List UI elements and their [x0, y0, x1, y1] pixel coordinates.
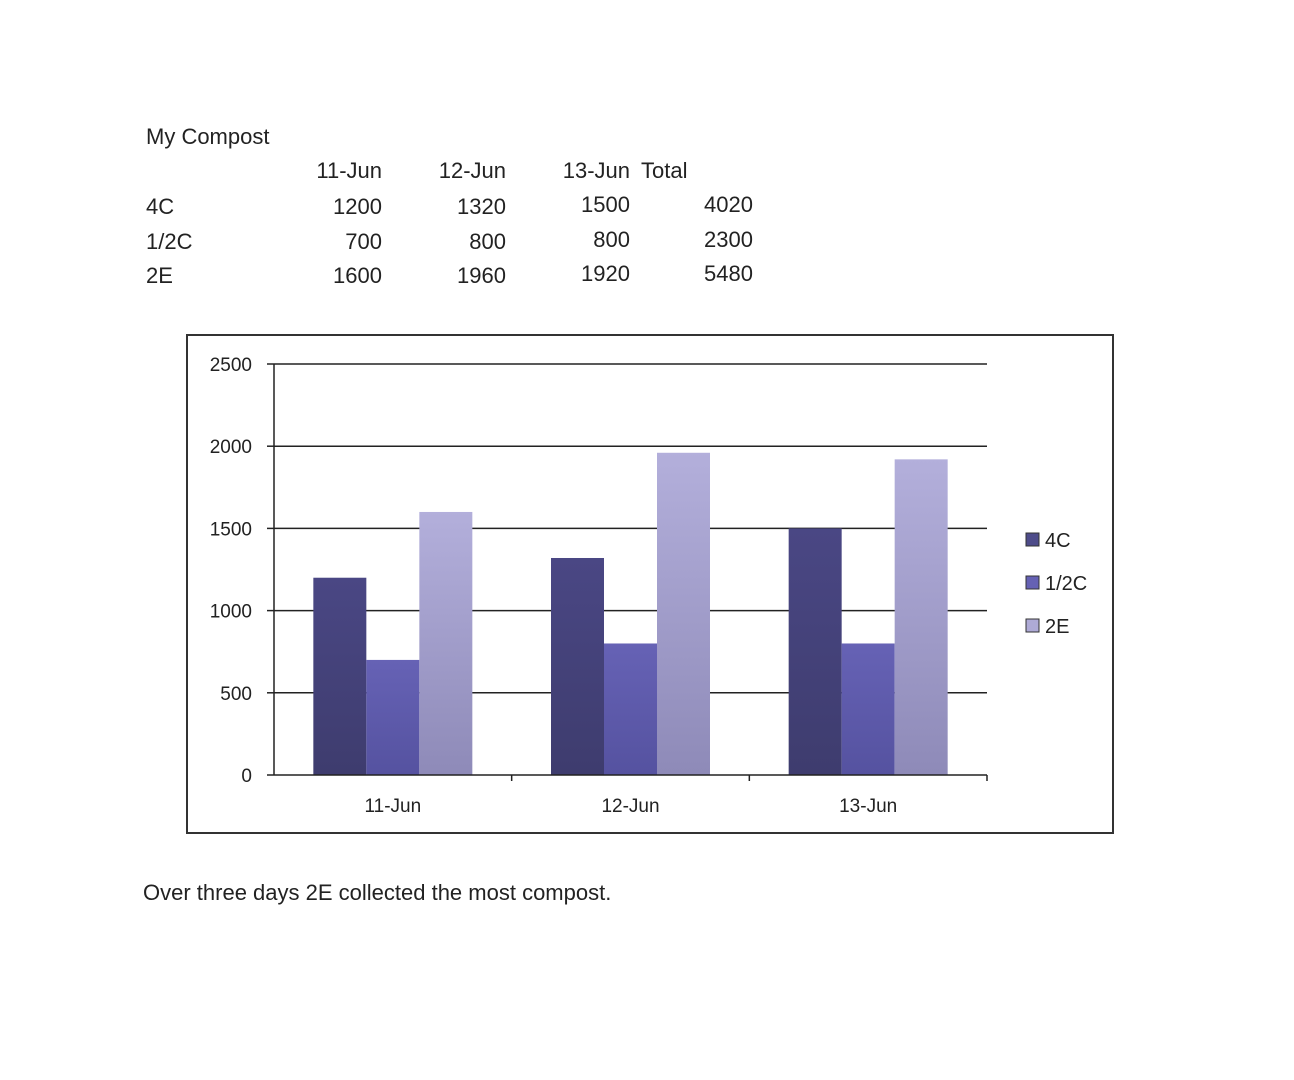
table-cell: 800: [593, 227, 630, 252]
table-row-label-2e: 2E: [146, 263, 173, 288]
y-tick-label: 500: [220, 684, 252, 705]
table-cell: 1920: [581, 261, 630, 286]
y-tick-label: 1500: [210, 519, 252, 540]
bar-1-2c-12-jun: [604, 643, 657, 775]
chart-caption: Over three days 2E collected the most co…: [143, 880, 612, 905]
legend-swatch-2e: [1025, 618, 1040, 633]
bar-4c-11-jun: [313, 577, 367, 775]
x-tick-label: 11-Jun: [364, 796, 421, 817]
table-row-label-4c: 4C: [146, 194, 175, 219]
bar-4c-13-jun: [788, 528, 842, 775]
legend-label-2e: 2E: [1045, 616, 1069, 638]
bar-4c-12-jun: [551, 557, 604, 775]
table-cell: 1960: [457, 263, 506, 288]
table-cell: 1500: [581, 192, 630, 217]
table-cell: 700: [345, 229, 382, 254]
bar-2e-11-jun: [419, 511, 473, 775]
y-tick-label: 2500: [210, 355, 252, 376]
x-tick-label: 13-Jun: [839, 796, 897, 817]
y-tick-label: 2000: [210, 437, 252, 458]
table-header-11-jun: 11-Jun: [316, 158, 382, 183]
table-cell: 800: [469, 229, 506, 254]
bar-1-2c-11-jun: [366, 659, 420, 775]
table-cell: 1600: [333, 263, 382, 288]
table-row-label-1-2c: 1/2C: [146, 229, 193, 254]
table-header-13-jun: 13-Jun: [562, 158, 630, 183]
table-cell: 2300: [704, 227, 753, 252]
legend-label-1-2c: 1/2C: [1045, 573, 1087, 595]
y-tick-label: 1000: [210, 602, 252, 623]
bar-1-2c-13-jun: [841, 643, 895, 775]
table-header-total: Total: [641, 158, 688, 183]
legend-swatch-1-2c: [1025, 575, 1040, 590]
legend-swatch-4c: [1025, 532, 1040, 547]
x-tick-label: 12-Jun: [601, 796, 659, 817]
table-cell: 4020: [704, 192, 753, 217]
table-header-12-jun: 12-Jun: [438, 158, 506, 183]
table-cell: 5480: [704, 261, 753, 286]
table-title: My Compost: [146, 124, 270, 149]
legend-label-4c: 4C: [1045, 530, 1071, 552]
table-cell: 1320: [457, 194, 506, 219]
bar-2e-12-jun: [657, 452, 710, 775]
y-tick-label: 0: [241, 766, 252, 787]
table-cell: 1200: [333, 194, 382, 219]
bar-2e-13-jun: [894, 459, 948, 775]
